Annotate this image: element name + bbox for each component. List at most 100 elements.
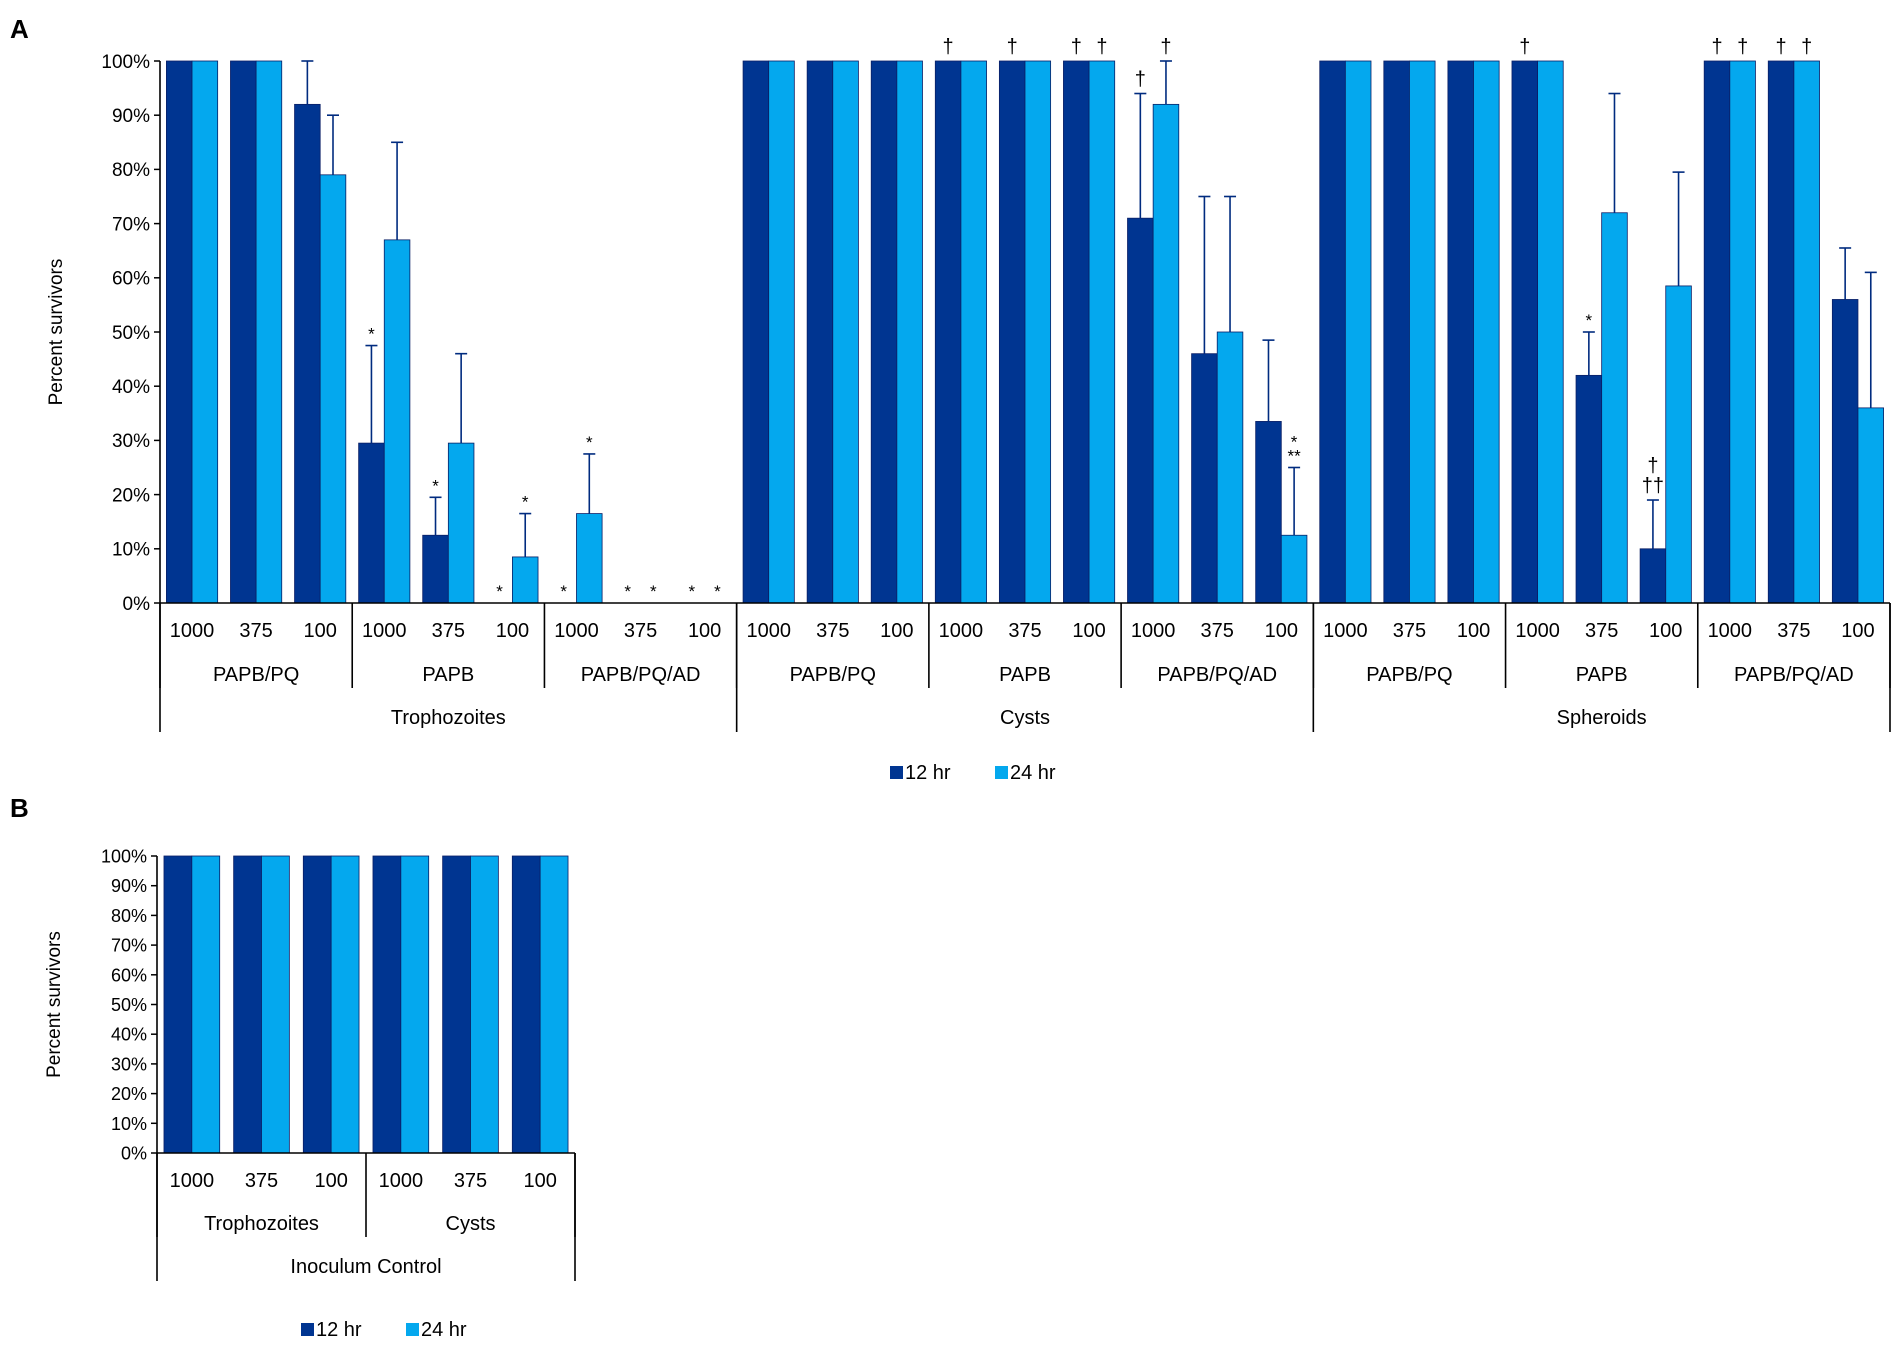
bar-24hr: [255, 60, 283, 604]
y-tick-label: 20%: [112, 485, 150, 506]
bar-12hr: [1191, 353, 1218, 604]
legend-swatch-12hr: [301, 1323, 314, 1336]
bar-24hr: [1024, 60, 1052, 604]
significance-marker: *: [496, 582, 503, 601]
category-label: 375: [1008, 620, 1041, 642]
bar-12hr: [302, 855, 332, 1154]
bar-12hr: [442, 855, 471, 1154]
significance-marker: *: [1291, 433, 1298, 452]
bar-12hr: [1575, 374, 1603, 604]
supergroup-label: Spheroids: [1557, 707, 1647, 729]
significance-marker: **: [1287, 447, 1301, 466]
group-label: PAPB/PQ/AD: [1157, 664, 1277, 686]
y-tick-label: 50%: [111, 995, 147, 1015]
bar-24hr: [1152, 103, 1180, 604]
y-tick-label: 100%: [101, 846, 147, 866]
group-label: PAPB/PQ: [1366, 664, 1452, 686]
significance-marker: *: [689, 582, 696, 601]
bar-24hr: [768, 60, 795, 604]
category-label: 1000: [379, 1170, 424, 1192]
significance-marker: *: [522, 493, 529, 512]
bar-24hr: [1280, 534, 1308, 604]
category-label: 100: [1072, 620, 1105, 642]
bar-12hr: [372, 855, 402, 1154]
significance-marker: †: [1801, 36, 1812, 58]
y-tick-label: 40%: [112, 377, 150, 398]
bar-24hr: [1216, 331, 1244, 604]
bar-12hr: [742, 60, 770, 604]
bar-24hr: [400, 855, 430, 1154]
bar-24hr: [1793, 60, 1820, 604]
y-tick-label: 60%: [112, 269, 150, 290]
significance-marker: †: [1071, 36, 1082, 58]
group-label: PAPB/PQ/AD: [581, 664, 701, 686]
bar-12hr: [1383, 60, 1410, 604]
significance-marker: ††: [1642, 475, 1664, 497]
category-label: 375: [816, 620, 849, 642]
legend-swatch-24hr: [406, 1323, 419, 1336]
panel-label: B: [10, 793, 29, 823]
category-label: 1000: [1131, 620, 1176, 642]
group-label: Cysts: [446, 1213, 496, 1235]
category-label: 100: [1841, 620, 1874, 642]
significance-marker: †: [1135, 69, 1146, 91]
bar-24hr: [1601, 212, 1628, 604]
group-label: PAPB/PQ/AD: [1734, 664, 1854, 686]
bar-24hr: [319, 174, 347, 604]
significance-marker: *: [650, 582, 657, 601]
bar-24hr: [832, 60, 859, 604]
bar-24hr: [1665, 285, 1692, 604]
bar-24hr: [1409, 60, 1436, 604]
y-tick-label: 80%: [111, 906, 147, 926]
significance-marker: †: [1737, 36, 1748, 58]
bar-12hr: [1255, 421, 1282, 604]
bar-12hr: [1127, 217, 1154, 604]
bar-12hr: [230, 60, 257, 604]
significance-marker: †: [1096, 36, 1107, 58]
panel-b-chart: B Percent survivors 0% 10% 20% 30% 40% 50% 60% 70…: [10, 793, 576, 1341]
significance-marker: †: [1647, 455, 1658, 477]
y-tick-label: 70%: [111, 936, 147, 956]
category-label: 375: [1393, 620, 1426, 642]
category-label: 1000: [939, 620, 984, 642]
bar-24hr: [470, 855, 499, 1154]
y-tick-label: 90%: [112, 106, 150, 127]
bar-24hr: [447, 442, 475, 604]
group-label: PAPB/PQ: [790, 664, 876, 686]
legend-label: 24 hr: [1010, 762, 1056, 784]
category-label: 1000: [170, 1170, 215, 1192]
panel-a-chart: A Percent survivors 0% 10% 20% 30% 40% 50% 60% 70…: [10, 14, 1891, 784]
bar-24hr: [539, 855, 569, 1154]
group-label: Trophozoites: [204, 1213, 319, 1235]
bar-24hr: [512, 556, 539, 604]
bar-12hr: [1447, 60, 1474, 604]
y-tick-label: 10%: [112, 540, 150, 561]
bar-12hr: [1063, 60, 1090, 604]
bar-24hr: [960, 60, 987, 604]
bar-24hr: [1473, 60, 1500, 604]
significance-marker: *: [1586, 311, 1593, 330]
category-label: 100: [1457, 620, 1490, 642]
bar-24hr: [1088, 60, 1116, 604]
supergroup-label: Cysts: [1000, 707, 1050, 729]
y-tick-label: 90%: [111, 876, 147, 896]
bar-12hr: [870, 60, 898, 604]
y-tick-label: 30%: [112, 431, 150, 452]
significance-marker: *: [432, 476, 439, 495]
bar-24hr: [1537, 60, 1564, 604]
bar-12hr: [1639, 548, 1667, 604]
bar-12hr: [934, 60, 962, 604]
category-label: 100: [880, 620, 913, 642]
category-label: 375: [454, 1170, 487, 1192]
y-tick-label: 0%: [123, 594, 151, 615]
group-label: PAPB: [1576, 664, 1628, 686]
category-label: 100: [523, 1170, 556, 1192]
category-label: 1000: [554, 620, 599, 642]
category-label: 100: [1265, 620, 1298, 642]
significance-marker: *: [586, 433, 593, 452]
significance-marker: †: [1007, 36, 1018, 58]
legend-label: 12 hr: [316, 1319, 362, 1341]
bar-24hr: [896, 60, 923, 604]
category-label: 375: [624, 620, 657, 642]
significance-marker: †: [943, 36, 954, 58]
